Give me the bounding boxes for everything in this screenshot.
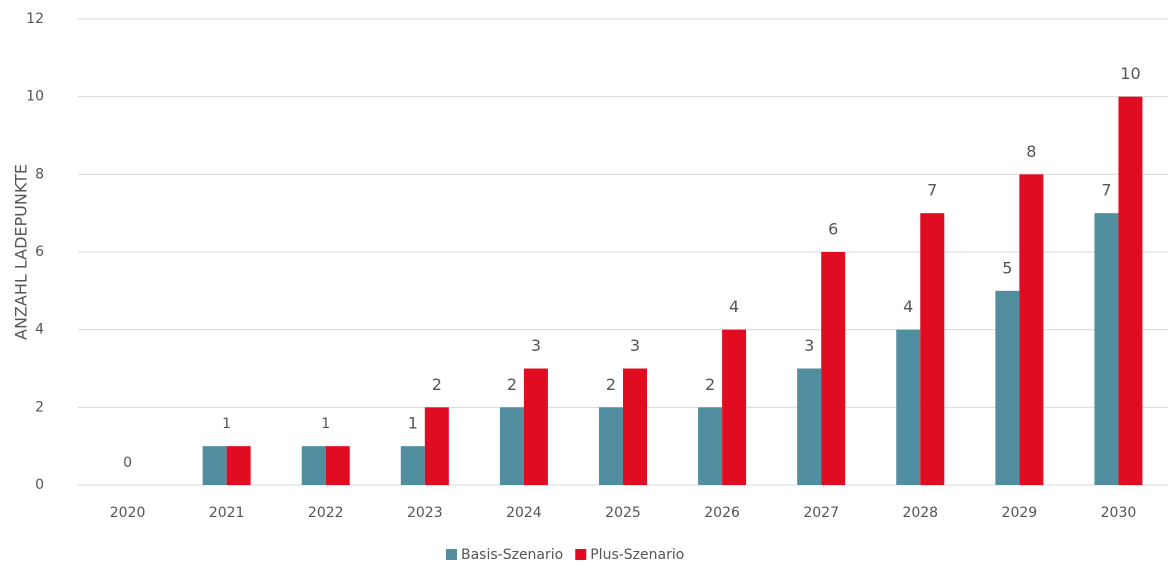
bar: [400, 446, 425, 485]
bar: [698, 407, 723, 485]
bar: [797, 368, 822, 485]
y-tick-label: 2: [35, 399, 44, 415]
y-tick-label: 8: [35, 166, 44, 182]
x-tick-label: 2028: [902, 505, 938, 521]
y-axis-title: ANZAHL LADEPUNKTE: [12, 164, 31, 340]
bar: [202, 446, 227, 485]
data-label: 1: [408, 414, 418, 433]
bar: [995, 290, 1020, 485]
y-tick-label: 10: [26, 89, 44, 105]
data-label: 4: [729, 297, 739, 316]
data-label: 2: [705, 375, 715, 394]
bar: [424, 407, 449, 485]
bar: [301, 446, 326, 485]
x-tick-label: 2021: [209, 505, 245, 521]
data-label: 5: [1002, 258, 1012, 277]
data-label: 2: [507, 375, 517, 394]
legend-swatch: [575, 549, 587, 560]
bar: [920, 213, 945, 485]
legend-swatch: [446, 549, 457, 560]
x-tick-label: 2026: [704, 505, 740, 521]
x-tick-label: 2024: [506, 505, 542, 521]
data-label: 6: [828, 220, 838, 239]
bar: [599, 407, 623, 485]
data-label: 1: [321, 416, 330, 432]
bar: [623, 368, 647, 485]
data-label: 3: [531, 336, 541, 355]
bar: [821, 252, 846, 485]
x-tick-label: 2027: [803, 505, 839, 521]
y-tick-label: 4: [35, 322, 44, 338]
bar: [1019, 174, 1044, 486]
x-tick-label: 2030: [1101, 505, 1137, 521]
y-tick-label: 12: [26, 11, 44, 27]
x-tick-label: 2020: [110, 505, 146, 521]
bar: [523, 368, 548, 485]
data-label: 3: [804, 336, 814, 355]
legend-label: Basis-Szenario: [461, 547, 563, 563]
x-tick-label: 2029: [1002, 505, 1038, 521]
data-label: 4: [903, 297, 913, 316]
y-tick-label: 0: [35, 477, 44, 493]
bar: [226, 446, 251, 485]
bar: [1094, 213, 1119, 485]
data-label: 8: [1026, 142, 1036, 161]
data-label: 0: [123, 455, 132, 471]
data-label: 2: [606, 375, 616, 394]
data-label: 1: [222, 416, 231, 432]
data-label: 10: [1120, 64, 1140, 83]
x-tick-label: 2023: [407, 505, 443, 521]
bar: [499, 407, 524, 485]
bar: [896, 329, 921, 485]
bar: [325, 446, 350, 485]
x-tick-label: 2022: [308, 505, 344, 521]
y-tick-label: 6: [35, 244, 44, 260]
data-label: 7: [1101, 181, 1111, 200]
legend-label: Plus-Szenario: [590, 547, 684, 563]
data-label: 3: [630, 336, 640, 355]
data-label: 2: [432, 375, 442, 394]
data-label: 7: [927, 181, 937, 200]
x-tick-label: 2025: [605, 505, 641, 521]
bar: [722, 329, 747, 485]
bar: [1118, 96, 1143, 486]
